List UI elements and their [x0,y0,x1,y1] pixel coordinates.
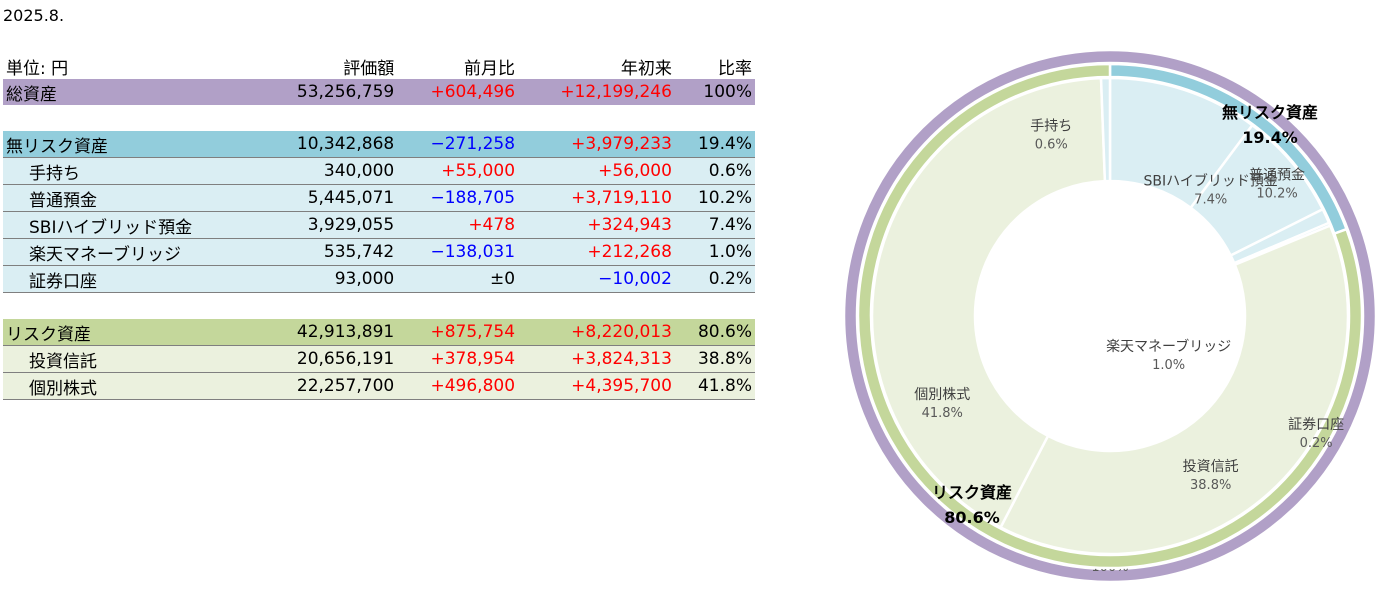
report-date: 2025.8. [3,6,65,25]
ytd-change-cell: +3,979,233 [518,131,675,158]
month-change-cell: +55,000 [397,157,519,185]
ratio-cell: 0.2% [674,265,755,293]
ytd-change-cell: +56,000 [518,157,675,185]
slice-percent: 10.2% [1256,186,1297,201]
row-label: 総資産 [3,79,260,105]
row-label: SBIハイブリッド預金 [3,211,260,239]
row-label: 個別株式 [3,372,260,400]
inner-ring-slice [998,223,1350,556]
valuation-cell: 10,342,868 [259,131,398,158]
inner-ring-slice [1099,76,1112,183]
slice-percent: 1.0% [1152,358,1185,373]
valuation-cell: 53,256,759 [259,79,398,105]
table-row: リスク資産 42,913,891 +875,754 +8,220,013 80.6% [3,319,755,346]
slice-percent: 0.2% [1300,436,1333,451]
valuation-cell: 3,929,055 [259,211,398,239]
slice-percent: 0.6% [1035,137,1068,152]
column-header: 評価額 [343,59,395,79]
table-row: 楽天マネーブリッジ 535,742 −138,031 +212,268 1.0% [3,238,755,266]
row-label: 投資信託 [3,345,260,373]
ytd-change-cell: +324,943 [518,211,675,239]
column-header: 年初来 [620,59,672,79]
ratio-cell: 1.0% [674,238,755,266]
valuation-cell: 340,000 [259,157,398,185]
ratio-cell: 7.4% [674,211,755,239]
row-label: 無リスク資産 [3,131,260,158]
month-change-cell: +875,754 [397,319,519,346]
row-label: 証券口座 [3,265,260,293]
ytd-change-cell: +3,719,110 [518,184,675,212]
ratio-cell: 80.6% [674,319,755,346]
ytd-change-cell: +212,268 [518,238,675,266]
column-header: 比率 [718,59,752,79]
ratio-cell: 10.2% [674,184,755,212]
table-row: 証券口座 93,000 ±0 −10,002 0.2% [3,265,755,293]
category-label: リスク資産 [932,483,1012,502]
table-row: 無リスク資産 10,342,868 −271,258 +3,979,233 19.4% [3,131,755,158]
ytd-change-cell: +12,199,246 [518,79,675,105]
valuation-cell: 93,000 [259,265,398,293]
ytd-change-cell: +4,395,700 [518,372,675,400]
ratio-cell: 0.6% [674,157,755,185]
table-row: 総資産 53,256,759 +604,496 +12,199,246 100% [3,79,755,105]
row-label: リスク資産 [3,319,260,346]
slice-label: 手持ち [1030,118,1072,134]
ytd-change-cell: −10,002 [518,265,675,293]
slice-percent: 41.8% [922,406,963,421]
month-change-cell: +478 [397,211,519,239]
ytd-change-cell: +8,220,013 [518,319,675,346]
table-row: 投資信託 20,656,191 +378,954 +3,824,313 38.8% [3,345,755,373]
category-percent: 19.4% [1242,128,1298,147]
category-percent: 80.6% [944,508,1000,527]
asset-table: 単位: 円評価額 前月比 年初来 比率 総資産 53,256,759 +604,496 +12… [3,54,755,400]
asset-donut-chart: 100%普通預金10.2%SBIハイブリッド預金7.4%楽天マネーブリッジ1.0… [842,48,1378,584]
table-spacer [3,105,755,131]
valuation-cell: 5,445,071 [259,184,398,212]
slice-label: 普通預金 [1249,167,1305,183]
month-change-cell: +496,800 [397,372,519,400]
valuation-cell: 22,257,700 [259,372,398,400]
row-label: 普通預金 [3,184,260,212]
ratio-cell: 100% [674,79,755,105]
ytd-change-cell: +3,824,313 [518,345,675,373]
table-row: SBIハイブリッド預金 3,929,055 +478 +324,943 7.4% [3,211,755,239]
slice-percent: 38.8% [1190,478,1231,493]
row-label: 楽天マネーブリッジ [3,238,260,266]
slice-label: SBIハイブリッド預金 [1144,173,1278,190]
category-label: 無リスク資産 [1222,103,1318,122]
slice-label: 証券口座 [1288,417,1344,433]
table-spacer [3,292,755,319]
table-row: 普通預金 5,445,071 −188,705 +3,719,110 10.2% [3,184,755,212]
month-change-cell: +378,954 [397,345,519,373]
table-row: 個別株式 22,257,700 +496,800 +4,395,700 41.8% [3,372,755,400]
slice-label: 個別株式 [914,387,970,403]
ratio-cell: 38.8% [674,345,755,373]
slice-label: 楽天マネーブリッジ [1106,338,1231,355]
slice-percent: 7.4% [1194,193,1227,208]
month-change-cell: −188,705 [397,184,519,212]
valuation-cell: 20,656,191 [259,345,398,373]
month-change-cell: −138,031 [397,238,519,266]
month-change-cell: −271,258 [397,131,519,158]
table-row: 手持ち 340,000 +55,000 +56,000 0.6% [3,157,755,185]
month-change-cell: +604,496 [397,79,519,105]
valuation-cell: 535,742 [259,238,398,266]
slice-label: 投資信託 [1183,459,1239,475]
table-header-row: 単位: 円 評価額 前月比 年初来 比率 [3,54,755,79]
inner-ring-slice [870,76,1107,530]
month-change-cell: ±0 [397,265,519,293]
ratio-cell: 19.4% [674,131,755,158]
column-header: 単位: 円 [6,59,69,79]
row-label: 手持ち [3,157,260,185]
valuation-cell: 42,913,891 [259,319,398,346]
column-header: 前月比 [464,59,516,79]
ratio-cell: 41.8% [674,372,755,400]
